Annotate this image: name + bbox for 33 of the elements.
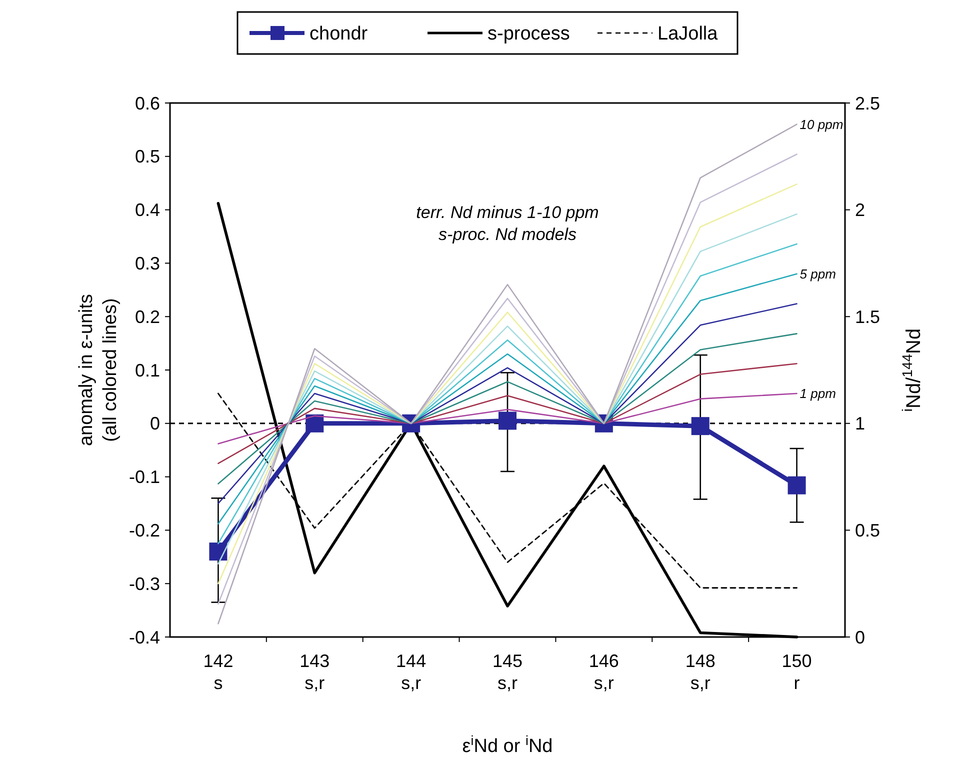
y2-tick-label: 2.5 [855, 93, 880, 114]
annotation: terr. Nd minus 1-10 ppm s-proc. Nd models [416, 203, 599, 244]
x-tick-label: 148 s,r [685, 651, 716, 693]
y-tick-label: 0 [150, 414, 160, 434]
x-tick-label: 143 s,r [300, 651, 330, 693]
y2-tick-label: 2 [855, 200, 866, 220]
y-tick-label: 0.4 [134, 200, 160, 220]
x-tick-label: 144 s,r [396, 651, 426, 693]
y-tick-label: 0.2 [134, 306, 160, 327]
y2-tick-label: 1 [855, 414, 866, 434]
annotation: 10 ppm [800, 116, 844, 132]
x-tick-label: 145 s,r [492, 651, 523, 693]
y2-tick-label: 0 [855, 627, 866, 648]
legend-label: chondr [310, 24, 368, 45]
y2-tick-label: 0.5 [855, 520, 880, 540]
legend-label: s-process [488, 24, 570, 45]
y-tick-label: 0.3 [134, 254, 160, 274]
x-tick-label: 146 s,r [588, 651, 619, 693]
x-axis-title: ε$^{i}$Nd or $^{i}$Nd [462, 732, 553, 757]
y-tick-label: 0.5 [134, 146, 160, 167]
y2-tick-label: 1.5 [855, 306, 880, 327]
y-tick-label: -0.2 [128, 520, 160, 540]
y-tick-label: 0.1 [134, 360, 160, 380]
annotation: 1 ppm [800, 386, 836, 402]
y-tick-label: -0.1 [128, 467, 160, 488]
x-tick-label: 142 s [203, 651, 234, 693]
y-tick-label: 0.6 [134, 93, 160, 114]
y-tick-label: -0.3 [128, 574, 160, 594]
y-axis-title: anomaly in ε-units (all colored lines) [76, 294, 121, 446]
y-tick-label: -0.4 [128, 627, 160, 648]
annotation: 5 ppm [800, 266, 836, 282]
legend-label: LaJolla [658, 24, 718, 45]
x-tick-label: 150 r [782, 651, 812, 693]
